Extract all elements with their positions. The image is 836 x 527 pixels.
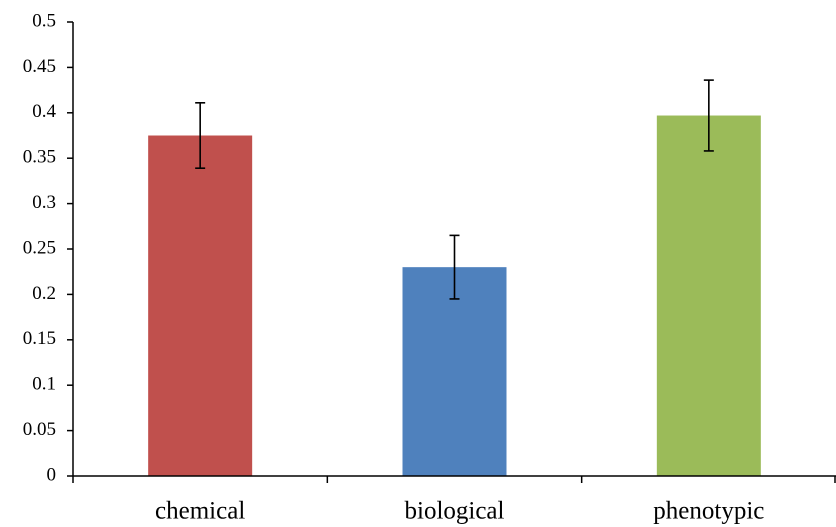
y-tick-label: 0.5 [32, 10, 56, 31]
y-tick-label: 0.3 [32, 192, 56, 213]
y-tick-label: 0.25 [23, 237, 56, 258]
x-tick-label: chemical [155, 498, 245, 525]
x-tick-label: biological [405, 498, 505, 525]
y-tick-label: 0.4 [32, 101, 56, 122]
y-tick-label: 0.45 [23, 56, 56, 77]
bar [402, 267, 507, 476]
bar [148, 135, 253, 476]
x-tick-label: phenotypic [653, 498, 764, 525]
y-tick-label: 0.2 [32, 283, 56, 304]
bar [656, 115, 761, 477]
y-tick-label: 0.35 [23, 147, 56, 168]
y-tick-label: 0 [47, 464, 57, 485]
y-tick-label: 0.1 [32, 374, 56, 395]
y-tick-label: 0.15 [23, 328, 56, 349]
y-tick-label: 0.05 [23, 419, 56, 440]
